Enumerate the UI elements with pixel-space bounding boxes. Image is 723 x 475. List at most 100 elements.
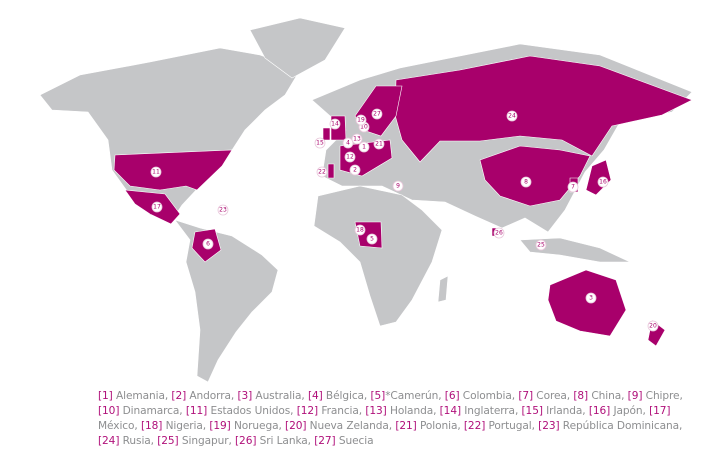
marker-label: 3 bbox=[589, 295, 593, 302]
marker-circle bbox=[358, 141, 370, 153]
legend-number: [20] bbox=[285, 420, 307, 432]
marker-label: 25 bbox=[537, 242, 545, 249]
marker-circle bbox=[567, 181, 579, 193]
marker-circle bbox=[506, 110, 518, 122]
marker-25: 25 bbox=[535, 239, 547, 251]
marker-circle bbox=[202, 238, 214, 250]
marker-label: 24 bbox=[508, 113, 516, 120]
marker-11: 11 bbox=[150, 166, 162, 178]
legend-country: Alemania, bbox=[112, 390, 169, 402]
legend-country: México, bbox=[98, 420, 138, 432]
legend-entry: [5]*Camerún, bbox=[371, 390, 442, 402]
legend-entry: [8] China, bbox=[573, 390, 624, 402]
legend-number: [8] bbox=[573, 390, 589, 402]
marker-circle bbox=[355, 114, 367, 126]
marker-2: 2 bbox=[349, 164, 361, 176]
legend-entry: [13] Holanda, bbox=[365, 405, 436, 417]
marker-circle bbox=[151, 201, 163, 213]
legend-number: [7] bbox=[518, 390, 534, 402]
marker-6: 6 bbox=[202, 238, 214, 250]
legend-country: Bélgica, bbox=[322, 390, 368, 402]
legend-country: Nigeria, bbox=[162, 420, 207, 432]
marker-label: 17 bbox=[153, 204, 161, 211]
marker-label: 19 bbox=[357, 117, 365, 124]
legend-number: [18] bbox=[140, 420, 163, 432]
legend-entry: [24] Rusia, bbox=[98, 435, 154, 447]
legend-number: [2] bbox=[171, 390, 187, 402]
legend-number: [25] bbox=[157, 435, 179, 447]
legend-country: Polonia, bbox=[416, 420, 461, 432]
marker-label: 16 bbox=[599, 179, 607, 186]
legend-entry: [27] Suecia bbox=[314, 435, 373, 447]
marker-26: 26 bbox=[493, 227, 505, 239]
legend-country: Corea, bbox=[533, 390, 571, 402]
marker-label: 13 bbox=[353, 136, 361, 143]
marker-label: 12 bbox=[346, 154, 354, 161]
marker-5: 5 bbox=[366, 233, 378, 245]
legend-number: [9] bbox=[627, 390, 643, 402]
legend-entry: [14] Inglaterra, bbox=[440, 405, 519, 417]
legend-entry: [6] Colombia, bbox=[445, 390, 515, 402]
country-australia bbox=[547, 269, 627, 337]
marker-17: 17 bbox=[151, 201, 163, 213]
legend-entry: [12] Francia, bbox=[297, 405, 362, 417]
marker-label: 1 bbox=[362, 144, 366, 151]
marker-label: 20 bbox=[649, 323, 657, 330]
north-america bbox=[39, 47, 301, 221]
country-ireland bbox=[322, 127, 331, 141]
marker-12: 12 bbox=[344, 151, 356, 163]
greenland bbox=[249, 17, 346, 79]
legend-country: Irlanda, bbox=[542, 405, 586, 417]
highlighted-countries bbox=[113, 55, 693, 347]
marker-20: 20 bbox=[647, 320, 659, 332]
country-portugal bbox=[327, 163, 335, 179]
legend-country: China, bbox=[588, 390, 625, 402]
legend-number: [3] bbox=[237, 390, 253, 402]
legend-entry: [15] Irlanda, bbox=[522, 405, 586, 417]
marker-circle bbox=[314, 137, 326, 149]
marker-circle bbox=[344, 151, 356, 163]
marker-circle bbox=[597, 176, 609, 188]
legend-country: Noruega, bbox=[230, 420, 282, 432]
marker-3: 3 bbox=[585, 292, 597, 304]
legend-number: [23] bbox=[538, 420, 560, 432]
marker-15: 15 bbox=[314, 137, 326, 149]
legend-entry: [3] Australia, bbox=[237, 390, 304, 402]
marker-circle bbox=[351, 133, 363, 145]
legend-entry: [9] Chipre, bbox=[628, 390, 683, 402]
legend-country: Colombia, bbox=[459, 390, 516, 402]
marker-label: 22 bbox=[318, 169, 326, 176]
legend-number: [12] bbox=[296, 405, 319, 417]
marker-label: 10 bbox=[360, 124, 368, 131]
legend-country: Sri Lanka, bbox=[256, 435, 311, 447]
legend-country: Inglaterra, bbox=[461, 405, 519, 417]
marker-14: 14 bbox=[329, 118, 341, 130]
legend-number: [11] bbox=[185, 405, 208, 417]
legend-country: Francia, bbox=[318, 405, 363, 417]
legend-number: [16] bbox=[588, 405, 611, 417]
marker-27: 27 bbox=[371, 108, 383, 120]
legend-country: Chipre, bbox=[642, 390, 683, 402]
country-markers: 1234567891011121314151617181920212223242… bbox=[150, 108, 659, 332]
marker-label: 26 bbox=[495, 230, 503, 237]
marker-circle bbox=[366, 233, 378, 245]
legend-country: República Dominicana, bbox=[559, 420, 683, 432]
legend-country: Andorra, bbox=[186, 390, 235, 402]
legend-entry: [1] Alemania, bbox=[98, 390, 168, 402]
marker-label: 11 bbox=[152, 169, 160, 176]
legend-entry: [25] Singapur, bbox=[157, 435, 232, 447]
legend-country: Japón, bbox=[610, 405, 646, 417]
marker-18: 18 bbox=[354, 224, 366, 236]
legend-entry: [17] México, bbox=[98, 405, 671, 432]
country-russia bbox=[394, 55, 693, 163]
marker-label: 23 bbox=[219, 207, 227, 214]
madagascar bbox=[437, 275, 449, 303]
legend-number: [21] bbox=[395, 420, 417, 432]
legend-number: [13] bbox=[365, 405, 387, 417]
marker-circle bbox=[585, 292, 597, 304]
marker-label: 15 bbox=[316, 140, 324, 147]
marker-label: 8 bbox=[524, 179, 528, 186]
legend-country: Rusia, bbox=[119, 435, 154, 447]
marker-label: 18 bbox=[356, 227, 364, 234]
marker-circle bbox=[371, 108, 383, 120]
